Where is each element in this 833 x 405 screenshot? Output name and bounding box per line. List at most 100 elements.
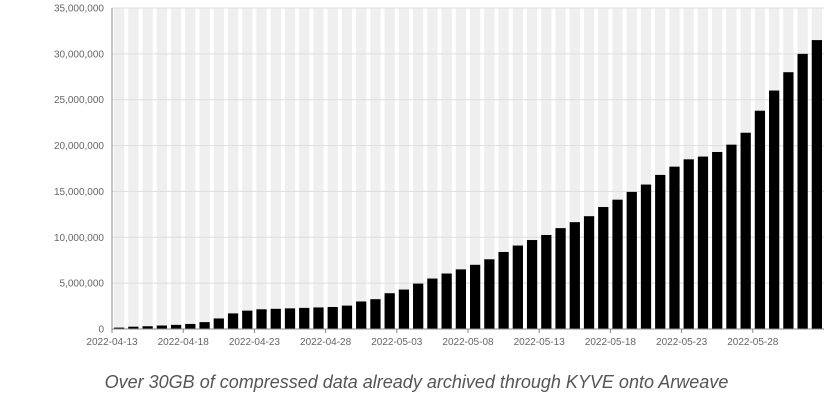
bar: [199, 322, 210, 329]
x-tick-label: 2022-04-13: [86, 337, 138, 348]
bar: [398, 289, 410, 329]
column-band: [370, 8, 381, 329]
x-tick-label: 2022-05-03: [371, 337, 423, 348]
column-band: [256, 8, 267, 329]
column-band: [526, 8, 538, 329]
column-band: [170, 8, 182, 329]
y-tick-label: 0: [98, 325, 104, 336]
bar: [626, 191, 637, 329]
y-tick-label: 20,000,000: [54, 141, 104, 152]
bar: [612, 199, 623, 329]
y-axis-ticks: 0 5,000,000 10,000,000 15,000,000 20,000,000…: [54, 4, 105, 336]
bar: [598, 207, 609, 329]
chart-caption: Over 30GB of compressed data already arc…: [104, 372, 729, 392]
bar: [227, 313, 239, 329]
bar: [712, 151, 723, 329]
column-band: [384, 8, 395, 329]
bar: [213, 318, 224, 329]
column-band: [128, 8, 139, 329]
column-band: [555, 8, 566, 329]
y-tick-label: 25,000,000: [54, 95, 104, 106]
column-band: [484, 8, 495, 329]
bar: [284, 308, 296, 329]
bar: [469, 264, 481, 329]
x-tick-label: 2022-05-13: [514, 337, 566, 348]
bar: [797, 53, 808, 329]
bar: [498, 251, 509, 329]
column-band: [441, 8, 452, 329]
bar: [669, 166, 680, 329]
column-band: [356, 8, 367, 329]
bar: [569, 222, 580, 329]
bar: [370, 299, 381, 329]
column-band: [626, 8, 637, 329]
bar: [783, 72, 794, 329]
column-band: [498, 8, 509, 329]
chart-svg: 0 5,000,000 10,000,000 15,000,000 20,000,000…: [54, 4, 824, 348]
x-tick-label: 2022-05-23: [656, 337, 708, 348]
column-band: [655, 8, 666, 329]
column-band: [413, 8, 424, 329]
column-band: [455, 8, 467, 329]
bar-series: [113, 40, 823, 330]
column-band: [427, 8, 438, 329]
bar: [341, 305, 353, 329]
bar: [299, 307, 310, 329]
column-band: [299, 8, 310, 329]
bar: [256, 309, 267, 329]
column-band: [313, 8, 324, 329]
bar: [185, 323, 196, 329]
x-tick-label: 2022-04-28: [300, 337, 352, 348]
column-band: [569, 8, 580, 329]
bar: [156, 325, 167, 329]
bar: [441, 273, 452, 329]
column-band: [242, 8, 253, 329]
column-band: [270, 8, 281, 329]
bar: [128, 326, 139, 329]
column-band: [213, 8, 224, 329]
column-band: [199, 8, 210, 329]
bar: [526, 240, 538, 329]
x-tick-label: 2022-05-28: [727, 337, 779, 348]
bar: [427, 278, 438, 329]
x-tick-label: 2022-05-18: [585, 337, 637, 348]
y-tick-label: 10,000,000: [54, 233, 104, 244]
bar: [356, 301, 367, 329]
column-band: [612, 8, 623, 329]
column-band: [227, 8, 239, 329]
bar: [740, 132, 751, 329]
bar: [640, 184, 652, 329]
bar: [555, 228, 566, 329]
bar: [754, 110, 766, 329]
bar: [811, 40, 823, 329]
x-tick-label: 2022-04-18: [158, 337, 210, 348]
bar: [484, 259, 495, 329]
bar: [512, 245, 523, 329]
column-band: [185, 8, 196, 329]
bar: [541, 234, 552, 329]
x-axis-ticks: 2022-04-13 2022-04-18 2022-04-23 2022-04-28…: [86, 329, 779, 348]
column-band: [398, 8, 410, 329]
bar: [384, 293, 395, 329]
column-band: [512, 8, 523, 329]
column-band: [583, 8, 595, 329]
column-band: [341, 8, 353, 329]
bar: [683, 159, 694, 329]
column-band: [113, 8, 125, 329]
bar: [242, 310, 253, 329]
bar: [313, 307, 324, 329]
column-band: [541, 8, 552, 329]
bar: [413, 283, 424, 329]
x-tick-label: 2022-05-08: [442, 337, 494, 348]
column-band: [284, 8, 296, 329]
bar: [455, 269, 467, 329]
bar: [726, 144, 737, 329]
column-band: [142, 8, 153, 329]
column-band: [156, 8, 167, 329]
bar: [583, 216, 595, 329]
bar: [170, 324, 182, 329]
column-band: [640, 8, 652, 329]
bar: [655, 174, 666, 329]
bar: [142, 326, 153, 329]
y-tick-label: 5,000,000: [60, 279, 105, 290]
